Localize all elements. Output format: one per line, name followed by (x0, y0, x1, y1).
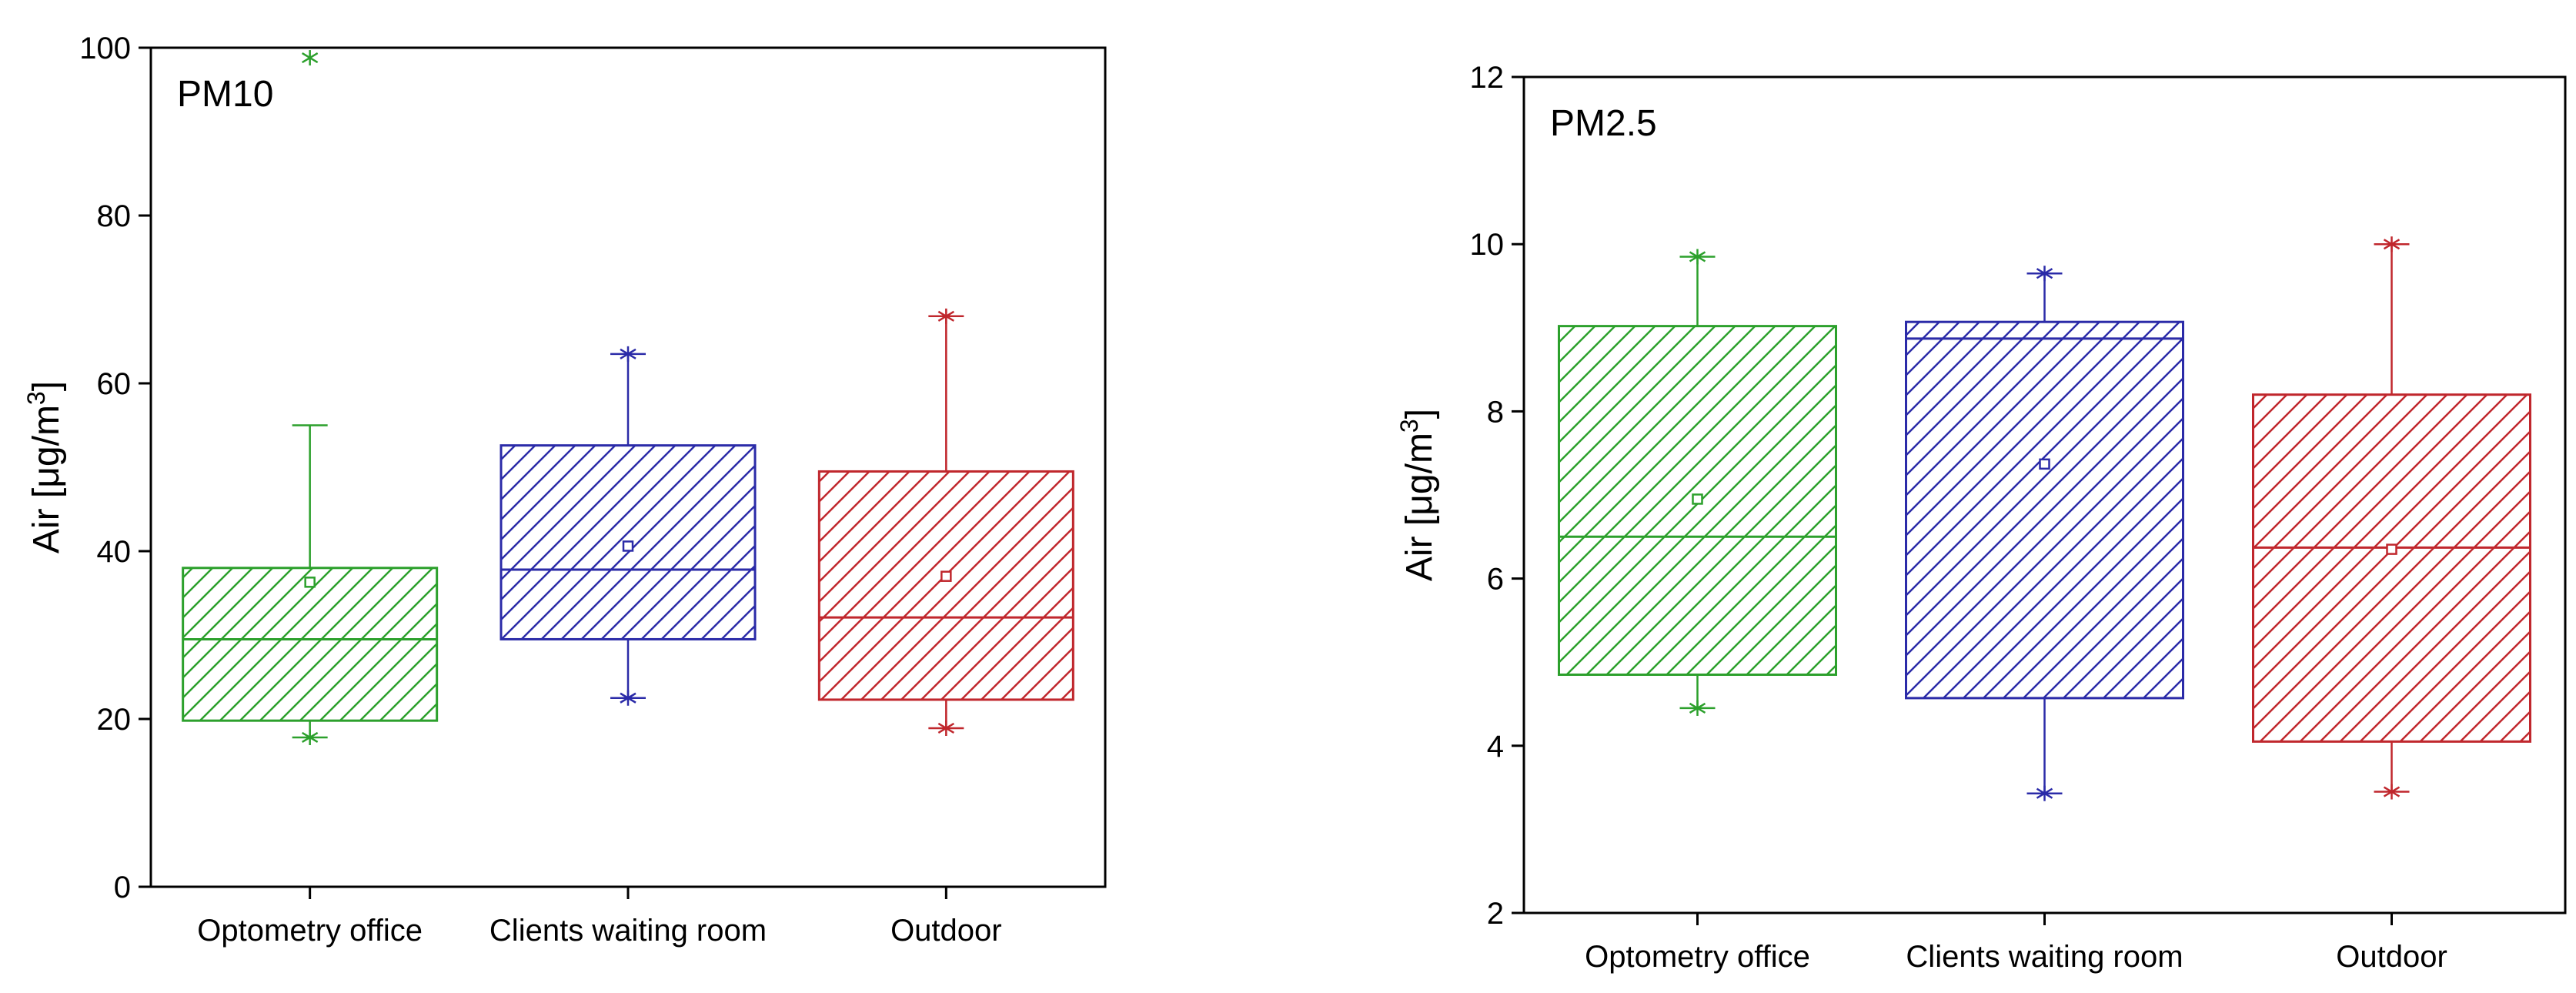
x-tick-label: Optometry office (1585, 940, 1810, 974)
x-tick-label: Clients waiting room (489, 914, 767, 948)
y-tick-label: 12 (1470, 61, 1505, 95)
box-1 (1558, 249, 1837, 716)
mean-marker (2039, 458, 2050, 470)
box-body (182, 567, 439, 722)
max-marker (937, 308, 954, 324)
x-tick-label: Outdoor (890, 914, 1002, 948)
min-marker (2383, 784, 2401, 800)
box-2 (499, 346, 757, 706)
mean-marker (2386, 543, 2397, 555)
min-marker (937, 720, 954, 736)
chart-title: PM10 (177, 74, 273, 115)
box-3 (2252, 236, 2531, 800)
mean-marker (1692, 493, 1703, 505)
y-tick-label: 0 (114, 871, 131, 904)
y-tick-label: 60 (97, 367, 132, 401)
y-tick-label: 40 (97, 535, 132, 569)
box-3 (817, 308, 1074, 736)
max-marker (620, 346, 636, 362)
chart-panel-1: 0 20 40 60 80 100 Optometry office Clients wait… (22, 32, 1107, 948)
y-tick-label: 2 (1487, 897, 1504, 931)
x-tick-label: Outdoor (2336, 940, 2447, 974)
y-tick-label: 8 (1487, 395, 1504, 429)
mean-marker (941, 570, 952, 582)
box-body (817, 470, 1074, 701)
mean-marker (622, 540, 634, 552)
box-body (1905, 320, 2184, 700)
box-body (2252, 393, 2531, 743)
y-tick-label: 100 (79, 32, 131, 65)
max-marker (302, 50, 319, 66)
y-axis-label: Air [μg/m3] (1395, 409, 1440, 581)
y-tick-label: 20 (97, 703, 132, 737)
min-marker (1689, 700, 1706, 716)
min-marker (2036, 785, 2053, 801)
y-tick-label: 4 (1487, 730, 1504, 764)
max-marker (2036, 266, 2053, 282)
y-axis-label: Air [μg/m3] (22, 381, 67, 553)
max-marker (1689, 249, 1706, 265)
y-tick-label: 6 (1487, 563, 1504, 597)
box-2 (1905, 266, 2184, 801)
min-marker (302, 729, 319, 745)
y-tick-label: 10 (1470, 228, 1505, 262)
max-marker (2383, 236, 2401, 252)
chart-title: PM2.5 (1550, 103, 1657, 144)
chart-panel-2: 2 4 6 8 10 12 Optometry office Clients waiting … (1395, 61, 2567, 974)
box-1 (182, 50, 439, 745)
x-tick-label: Clients waiting room (1906, 940, 2183, 974)
mean-marker (304, 577, 316, 588)
min-marker (620, 690, 636, 706)
y-tick-label: 80 (97, 199, 132, 233)
x-tick-label: Optometry office (197, 914, 423, 948)
